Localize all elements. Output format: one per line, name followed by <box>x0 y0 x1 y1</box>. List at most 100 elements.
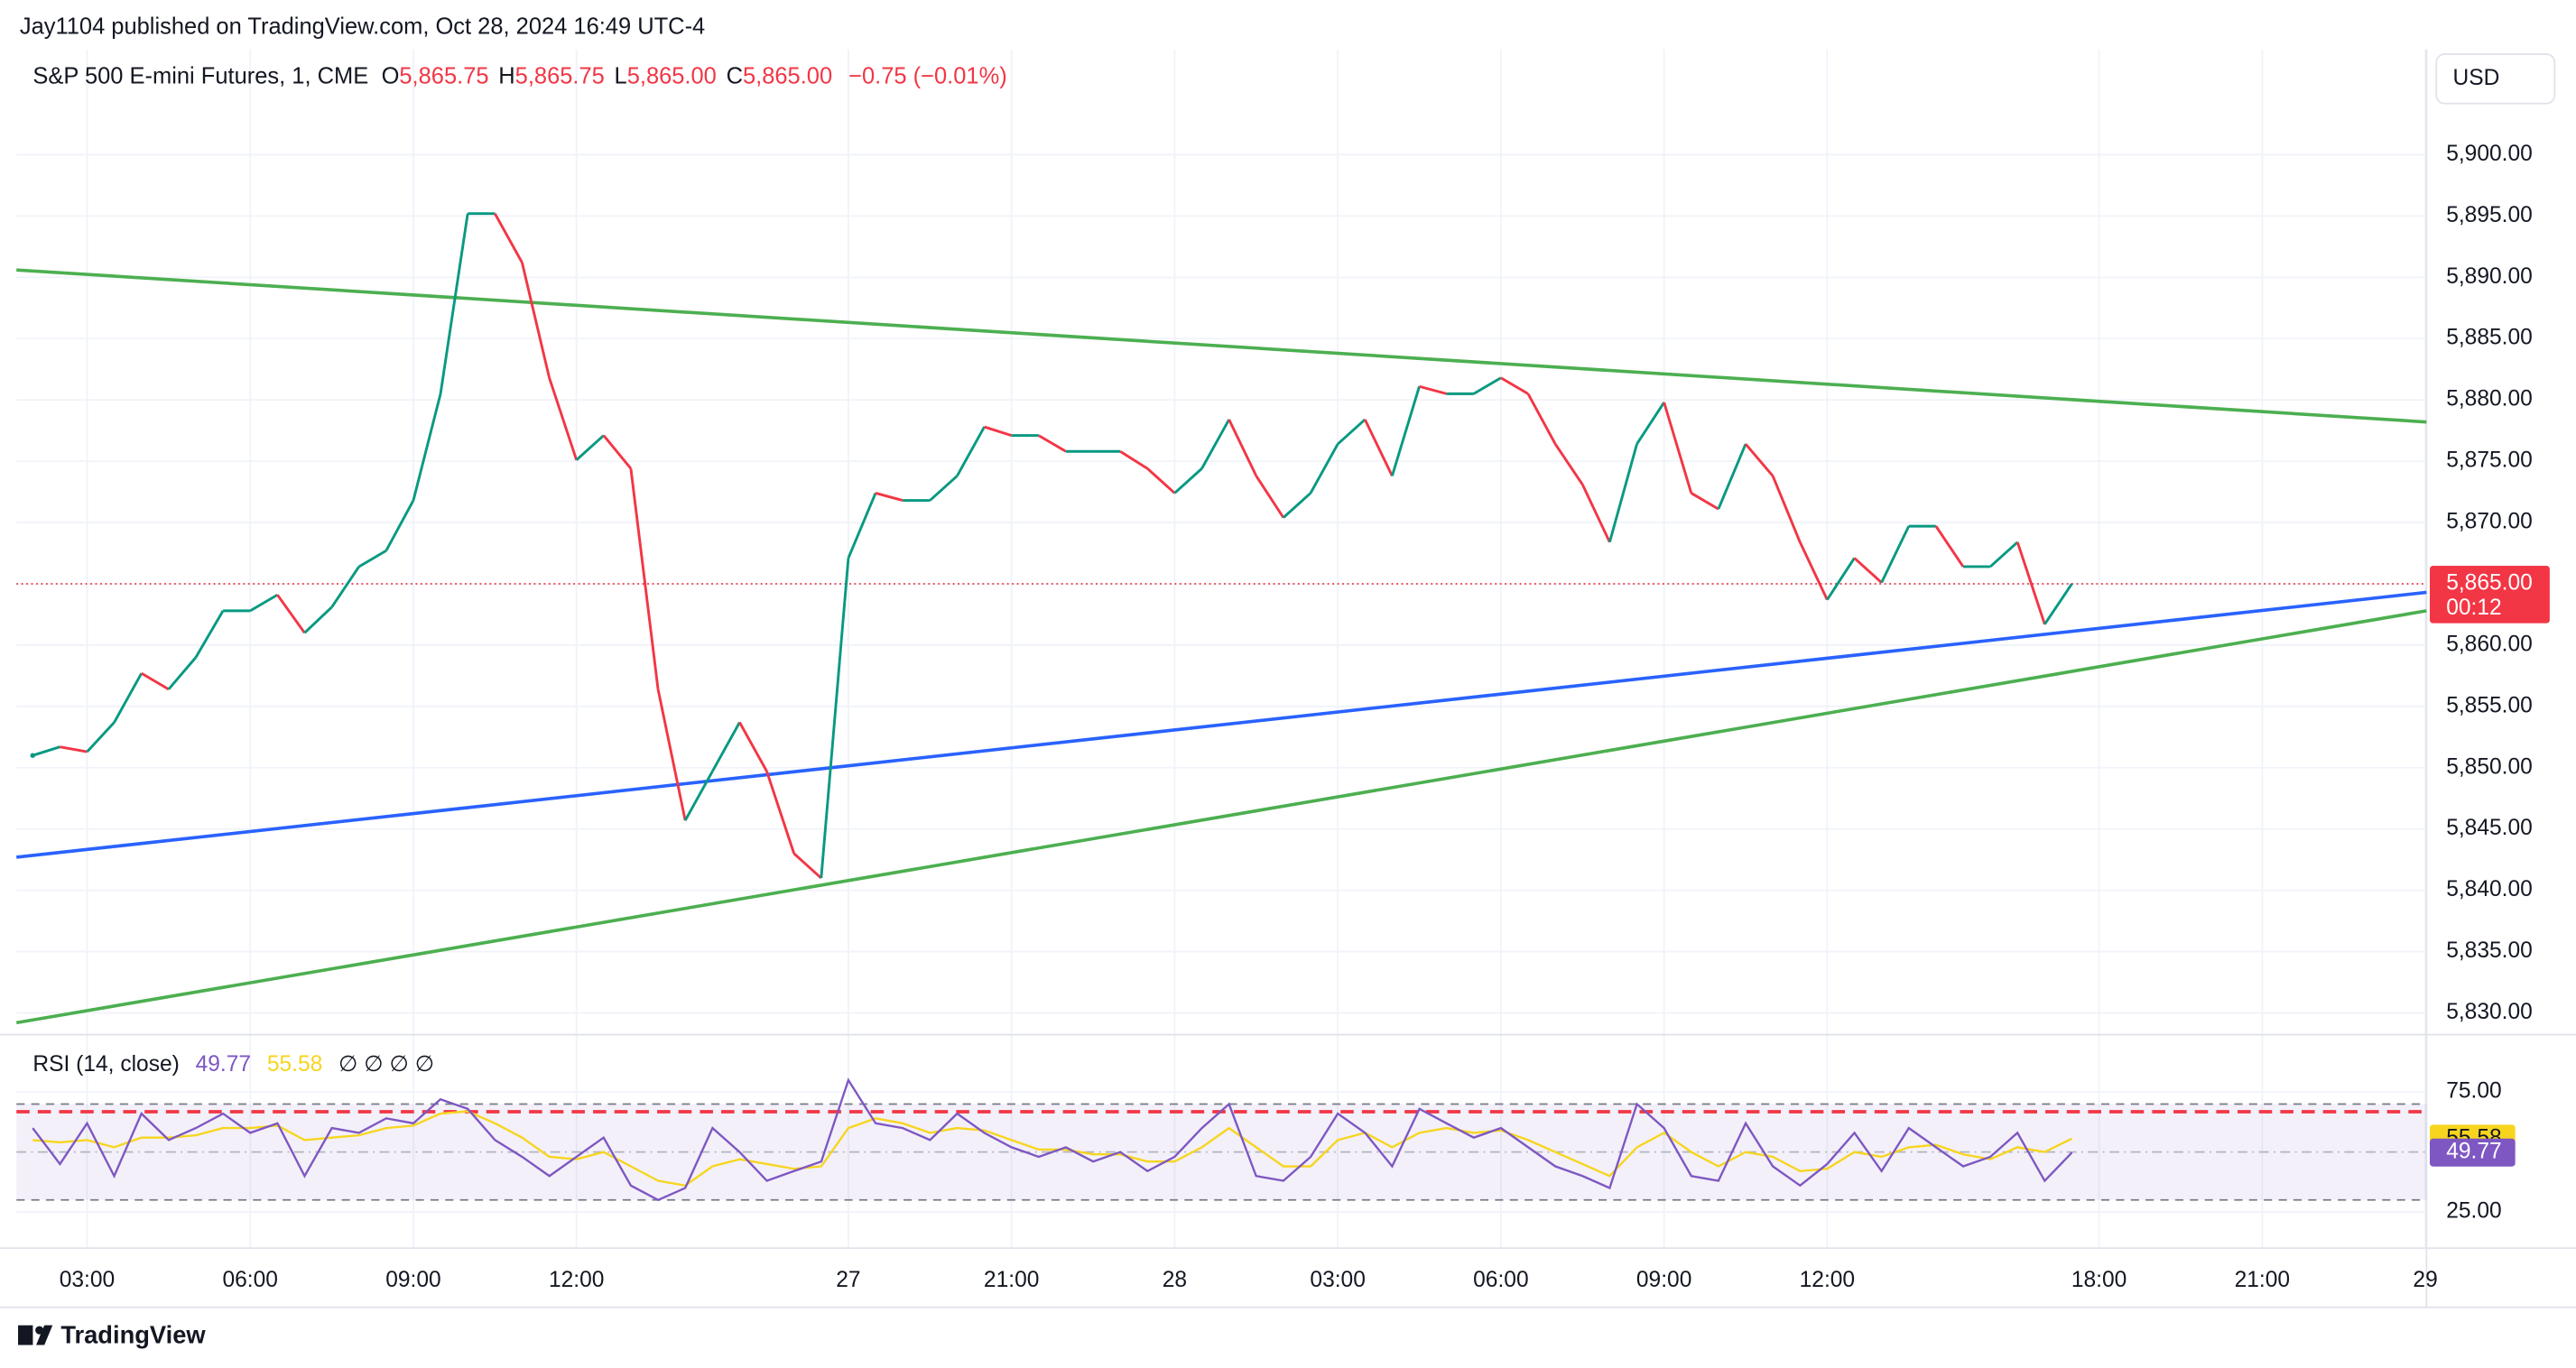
price-segment <box>1228 419 1258 477</box>
price-segment <box>1663 402 1693 494</box>
price-segment <box>1337 418 1367 446</box>
y-tick-label: 75.00 <box>2446 1079 2501 1104</box>
price-segment <box>385 499 415 551</box>
symbol-legend: S&P 500 E-mini Futures, 1, CME O5,865.75… <box>32 63 1006 88</box>
rsi-ma-value: 55.58 <box>267 1053 322 1077</box>
trendline <box>16 590 2427 859</box>
price-segment <box>1255 475 1285 519</box>
brand: TradingView <box>60 1321 206 1349</box>
ohlc-key: O <box>382 63 400 88</box>
price-segment <box>683 771 714 821</box>
ohlc-key: L <box>615 63 627 88</box>
price-segment <box>1989 541 2019 568</box>
price-segment <box>656 689 687 821</box>
rsi-value: 49.77 <box>196 1053 251 1077</box>
x-tick-label: 06:00 <box>1473 1268 1528 1292</box>
price-segment <box>32 745 60 757</box>
price-segment <box>820 558 850 879</box>
rsi-title: RSI (14, close) <box>32 1053 179 1077</box>
price-segment <box>86 721 116 753</box>
ohlc-key: H <box>498 63 514 88</box>
price-segment <box>276 594 306 634</box>
y-tick-label: 5,880.00 <box>2446 387 2533 411</box>
price-segment <box>1934 525 1965 568</box>
logo-icon <box>18 1325 33 1345</box>
price-segment <box>847 492 877 559</box>
price-segment <box>494 212 524 263</box>
publish-info: Jay1104 published on TradingView.com, Oc… <box>20 14 705 40</box>
rsi-value-box <box>2430 1138 2516 1167</box>
last-price-box <box>2430 565 2550 624</box>
x-tick-label: 09:00 <box>1636 1268 1691 1292</box>
price-segment <box>1798 541 1829 601</box>
price-segment <box>249 593 279 613</box>
symbol: S&P 500 E-mini Futures, 1, CME <box>32 63 368 88</box>
price-segment <box>1419 384 1448 395</box>
price-segment <box>1309 443 1339 495</box>
currency[interactable]: USD <box>2452 66 2499 90</box>
countdown: 00:12 <box>2446 596 2501 620</box>
price-segment <box>1282 492 1312 519</box>
x-tick-label: 28 <box>1163 1268 1187 1292</box>
x-tick-label: 27 <box>836 1268 860 1292</box>
price-segment <box>2015 541 2046 625</box>
x-tick-label: 21:00 <box>2235 1268 2290 1292</box>
ohlc-value: 5,865.75 <box>399 63 488 88</box>
x-tick-label: 29 <box>2413 1268 2437 1292</box>
trendline <box>15 609 2427 1025</box>
price-segment <box>602 434 633 470</box>
price-segment <box>1146 467 1176 495</box>
last-price-label: 5,865.00 <box>2446 570 2533 595</box>
price-segment <box>1717 443 1747 510</box>
price-segment <box>1500 376 1529 395</box>
y-tick-label: 5,860.00 <box>2446 632 2533 656</box>
change: −0.75 (−0.01%) <box>848 63 1007 88</box>
y-tick-label: 5,845.00 <box>2446 816 2533 840</box>
x-tick-label: 12:00 <box>549 1268 604 1292</box>
price-segment <box>1771 475 1802 543</box>
price-segment <box>1580 484 1611 543</box>
price-segment <box>1173 467 1203 495</box>
price-segment <box>194 610 225 659</box>
price-segment <box>439 213 469 394</box>
price-segment <box>1608 443 1638 543</box>
price-segment <box>303 605 333 634</box>
x-tick-label: 06:00 <box>222 1268 277 1292</box>
rsi-value-label: 49.77 <box>2446 1140 2501 1164</box>
price-segment <box>1635 402 1665 445</box>
price-segment <box>1691 492 1719 511</box>
ohlc-value: 5,865.00 <box>627 63 717 88</box>
price-segment <box>1826 557 1856 601</box>
y-tick-label: 5,900.00 <box>2446 142 2533 166</box>
y-tick-label: 5,870.00 <box>2446 510 2533 534</box>
y-tick-label: 5,890.00 <box>2446 264 2533 289</box>
price-segment <box>875 492 903 502</box>
price-segment <box>167 656 198 690</box>
logo-icon <box>36 1325 53 1345</box>
price-segment <box>1526 393 1557 445</box>
rsi-legend: RSI (14, close) 49.77 55.58 ∅ ∅ ∅ ∅ <box>32 1053 434 1077</box>
price-segment <box>2043 583 2073 625</box>
price-segment <box>330 566 360 608</box>
price-segment <box>548 377 579 461</box>
price-segment <box>1391 385 1421 476</box>
ohlc-key: C <box>727 63 743 88</box>
price-segment <box>60 745 88 753</box>
rsi-hidden-values: ∅ ∅ ∅ ∅ <box>338 1053 434 1077</box>
price-segment <box>711 721 741 772</box>
price-segment <box>357 550 387 568</box>
price-segment <box>575 434 605 461</box>
y-tick-label: 5,855.00 <box>2446 693 2533 717</box>
price-segment <box>140 671 170 691</box>
x-tick-label: 03:00 <box>60 1268 115 1292</box>
currency-box[interactable] <box>2435 53 2556 105</box>
price-segment <box>956 426 986 477</box>
x-tick-label: 09:00 <box>385 1268 440 1292</box>
price-segment <box>629 468 660 689</box>
ohlc-value: 5,865.75 <box>515 63 605 88</box>
y-tick-label: 5,895.00 <box>2446 203 2533 227</box>
price-segment <box>738 721 768 772</box>
